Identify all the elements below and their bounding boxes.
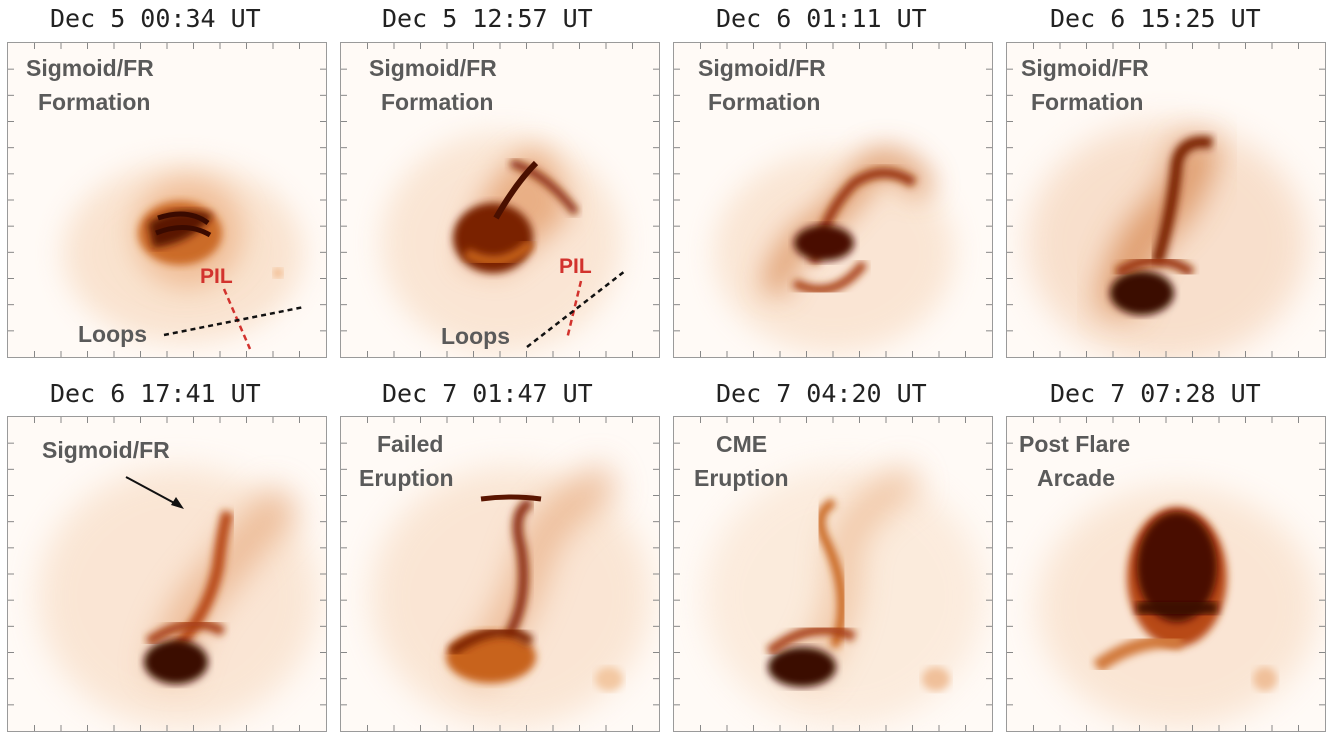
solar-image-4: Sigmoid/FR Formation	[1006, 42, 1326, 358]
panel-timestamp: Dec 5 12:57 UT	[382, 4, 593, 33]
arcade-emission-image	[1037, 487, 1317, 727]
sigmoid-emission-image	[38, 467, 318, 727]
panel-label: Failed Eruption	[359, 431, 454, 491]
axis-ticks	[674, 417, 992, 731]
panel-label: Sigmoid/FR Formation	[26, 55, 154, 115]
pil-line	[222, 288, 252, 350]
solar-image-6: Failed Eruption	[340, 416, 660, 732]
panel-timestamp: Dec 6 01:11 UT	[716, 4, 927, 33]
arrow-head-icon	[171, 497, 184, 509]
sigmoid-emission-image	[371, 461, 651, 727]
loops-label: Loops	[441, 323, 510, 349]
panel-label: Sigmoid/FR	[42, 437, 170, 463]
panel-timestamp: Dec 6 15:25 UT	[1050, 4, 1261, 33]
panel-label: Sigmoid/FR Formation	[698, 55, 826, 115]
loops-line	[163, 305, 305, 337]
loops-label: Loops	[78, 321, 147, 347]
axis-ticks	[1007, 43, 1325, 357]
sigmoid-emission-image	[704, 463, 984, 727]
panel-timestamp: Dec 7 04:20 UT	[716, 379, 927, 408]
axis-ticks	[8, 417, 326, 731]
arrow-line	[125, 476, 179, 506]
panel-label: CME Eruption	[694, 431, 789, 491]
pil-label: PIL	[200, 265, 233, 288]
solar-image-1: Sigmoid/FR Formation PIL Loops	[7, 42, 327, 358]
sigmoid-emission-image	[714, 148, 954, 353]
sigmoid-emission-image	[381, 133, 621, 353]
sigmoid-emission-image	[1027, 123, 1307, 357]
solar-image-5: Sigmoid/FR	[7, 416, 327, 732]
sigmoid-emission-image	[63, 163, 303, 343]
axis-ticks	[341, 417, 659, 731]
solar-image-3: Sigmoid/FR Formation	[673, 42, 993, 358]
axis-ticks	[674, 43, 992, 357]
solar-image-7: CME Eruption	[673, 416, 993, 732]
panel-timestamp: Dec 5 00:34 UT	[50, 4, 261, 33]
panel-label: Sigmoid/FR Formation	[369, 55, 497, 115]
panel-label: Post Flare Arcade	[1019, 431, 1131, 491]
panel-label: Sigmoid/FR Formation	[1021, 55, 1149, 115]
solar-image-8: Post Flare Arcade	[1006, 416, 1326, 732]
panel-timestamp: Dec 7 01:47 UT	[382, 379, 593, 408]
axis-ticks	[1007, 417, 1325, 731]
axis-ticks	[341, 43, 659, 357]
loops-line	[526, 270, 626, 348]
pil-label: PIL	[559, 255, 592, 278]
solar-image-2: Sigmoid/FR Formation PIL Loops	[340, 42, 660, 358]
panel-timestamp: Dec 6 17:41 UT	[50, 379, 261, 408]
panel-timestamp: Dec 7 07:28 UT	[1050, 379, 1261, 408]
axis-ticks	[8, 43, 326, 357]
